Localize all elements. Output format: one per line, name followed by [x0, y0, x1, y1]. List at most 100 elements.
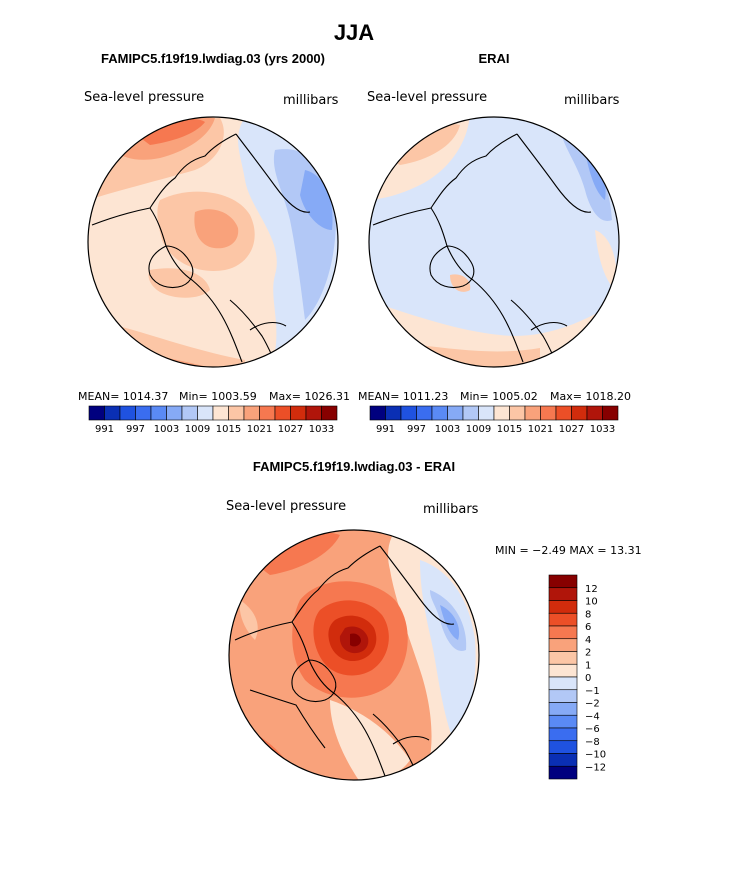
colorbar-swatch	[385, 405, 402, 421]
panel-model-max: Max= 1026.31	[269, 390, 350, 403]
panel-model-colorbar: 991 997 1003 1009 1015 1021 1027 1033	[88, 405, 338, 435]
panel-difference-title: FAMIPC5.f19f19.lwdiag.03 - ERAI	[253, 459, 455, 474]
colorbar-tick-label: −6	[585, 724, 600, 735]
colorbar-swatch	[548, 765, 578, 780]
colorbar-swatch	[212, 405, 229, 421]
colorbar-tick-label: 1033	[309, 424, 334, 435]
panel-erai-title: ERAI	[478, 51, 509, 66]
field-region-low	[300, 170, 333, 230]
field-region-more-negative-east	[440, 605, 460, 640]
colorbar-tick-label: 1003	[154, 424, 179, 435]
panel-erai-max: Max= 1018.20	[550, 390, 631, 403]
panel-erai-variable-label: Sea-level pressure	[367, 90, 487, 105]
panel-difference-minmax: MIN = −2.49 MAX = 13.31	[495, 544, 642, 557]
colorbar-swatch	[555, 405, 572, 421]
colorbar-swatch	[104, 405, 121, 421]
field-region-near-zero-east	[420, 560, 476, 745]
panel-erai-colorbar: 991 997 1003 1009 1015 1021 1027 1033	[369, 405, 619, 435]
colorbar-tick-label: 1027	[559, 424, 584, 435]
colorbar-tick-label: 6	[585, 622, 591, 633]
colorbar-swatch	[259, 405, 276, 421]
colorbar-tick-label: −10	[585, 750, 606, 761]
field-region-peak-atlantic	[105, 362, 200, 367]
colorbar-tick-label: 0	[585, 673, 591, 684]
colorbar-tick-label: 1015	[497, 424, 522, 435]
colorbar-swatch	[548, 676, 578, 691]
colorbar-swatch	[150, 405, 167, 421]
panel-model-units-label: millibars	[283, 93, 339, 108]
panel-difference-units-label: millibars	[423, 502, 479, 517]
colorbar-tick-label: 1015	[216, 424, 241, 435]
colorbar-tick-label: 997	[126, 424, 145, 435]
colorbar-swatch	[493, 405, 510, 421]
colorbar-tick-label: 1003	[435, 424, 460, 435]
colorbar-swatch	[548, 574, 578, 589]
panel-difference-map	[229, 530, 479, 780]
colorbar-tick-label: 2	[585, 648, 591, 659]
colorbar-swatch	[548, 612, 578, 627]
field-region-high-south	[420, 345, 540, 367]
colorbar-swatch	[228, 405, 245, 421]
colorbar-swatch	[602, 405, 619, 421]
colorbar-tick-label: −2	[585, 699, 600, 710]
colorbar-tick-label: 10	[585, 597, 598, 608]
colorbar-swatch	[321, 405, 338, 421]
panel-model-variable-label: Sea-level pressure	[84, 90, 204, 105]
panel-erai-mean: MEAN= 1011.23	[358, 390, 448, 403]
colorbar-tick-label: −1	[585, 686, 600, 697]
colorbar-swatch	[135, 405, 152, 421]
colorbar-tick-label: 8	[585, 609, 591, 620]
colorbar-swatch	[548, 651, 578, 665]
colorbar-swatch	[548, 740, 578, 754]
colorbar-swatch	[305, 405, 322, 421]
field-region-above-east	[595, 230, 617, 290]
panel-difference-coastlines	[234, 545, 455, 779]
colorbar-swatch	[243, 405, 260, 421]
colorbar-swatch	[524, 405, 541, 421]
colorbar-tick-label: 12	[585, 584, 598, 595]
colorbar-tick-label: 1009	[466, 424, 491, 435]
colorbar-swatch	[548, 587, 578, 601]
colorbar-tick-label: 1	[585, 660, 591, 671]
colorbar-tick-label: 1021	[528, 424, 553, 435]
field-region-above-greenland	[148, 268, 210, 298]
panel-erai-map-border	[368, 116, 620, 368]
colorbar-swatch	[290, 405, 307, 421]
colorbar-tick-label: 1027	[278, 424, 303, 435]
panel-erai-min: Min= 1005.02	[460, 390, 538, 403]
colorbar-swatch	[462, 405, 479, 421]
panel-erai-units-label: millibars	[564, 93, 620, 108]
colorbar-swatch	[548, 727, 578, 742]
panel-model-min: Min= 1003.59	[179, 390, 257, 403]
colorbar-swatch	[548, 663, 578, 678]
panel-model-map	[88, 117, 338, 367]
colorbar-swatch	[571, 405, 588, 421]
colorbar-tick-label: −12	[585, 762, 606, 773]
colorbar-tick-label: −4	[585, 711, 600, 722]
colorbar-swatch	[197, 405, 214, 421]
colorbar-swatch	[548, 600, 578, 614]
colorbar-tick-label: 1021	[247, 424, 272, 435]
colorbar-swatch	[119, 405, 136, 421]
panel-erai: ERAI Sea-level pressure millibars MEAN=	[358, 51, 631, 435]
colorbar-swatch	[509, 405, 526, 421]
panel-model-title: FAMIPC5.f19f19.lwdiag.03 (yrs 2000)	[101, 51, 325, 66]
colorbar-swatch	[369, 405, 386, 421]
colorbar-swatch	[548, 638, 578, 652]
colorbar-tick-label: 997	[407, 424, 426, 435]
colorbar-swatch	[478, 405, 495, 421]
colorbar-swatch	[548, 625, 578, 640]
panel-erai-map	[369, 117, 619, 367]
colorbar-tick-label: 4	[585, 635, 591, 646]
panel-model-map-border	[87, 116, 339, 368]
colorbar-swatch	[447, 405, 464, 421]
colorbar-swatch	[548, 753, 578, 767]
panel-difference-map-border	[228, 529, 480, 781]
colorbar-tick-label: −8	[585, 737, 600, 748]
colorbar-swatch	[586, 405, 603, 421]
colorbar-swatch	[548, 689, 578, 703]
field-region-positive-west	[239, 600, 258, 640]
colorbar-swatch	[431, 405, 448, 421]
panel-model: FAMIPC5.f19f19.lwdiag.03 (yrs 2000) Sea-…	[78, 51, 350, 435]
